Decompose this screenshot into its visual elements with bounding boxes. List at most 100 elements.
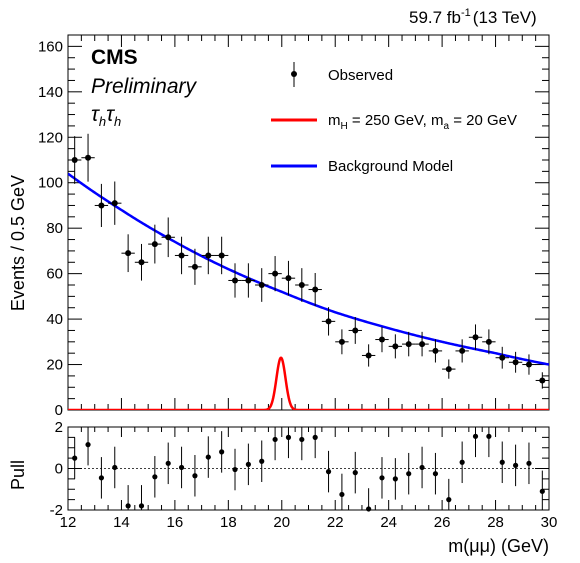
pull-point — [526, 442, 532, 485]
pull-point — [352, 451, 358, 494]
main-y-tick-label: 60 — [46, 266, 63, 283]
main-y-tick-label: 120 — [38, 129, 63, 146]
pull-marker — [112, 464, 118, 471]
observed-marker — [405, 341, 412, 348]
x-tick-label: 28 — [487, 514, 504, 531]
observed-marker — [512, 359, 519, 366]
observed-point — [321, 307, 336, 336]
observed-point — [348, 317, 362, 344]
observed-point — [281, 260, 296, 296]
pull-plot-area — [68, 427, 549, 512]
pull-point — [486, 427, 492, 458]
observed-point — [388, 334, 403, 359]
pull-marker — [406, 471, 412, 477]
observed-marker — [365, 352, 372, 359]
pull-marker — [85, 442, 91, 448]
observed-marker — [85, 154, 92, 161]
pull-marker — [312, 434, 318, 440]
legend-background-label: Background Model — [328, 158, 453, 175]
main-y-tick-label: 40 — [46, 311, 63, 328]
observed-marker — [125, 250, 132, 257]
observed-point — [468, 324, 483, 351]
x-tick-label: 22 — [327, 514, 344, 531]
observed-point — [161, 217, 175, 258]
observed-marker — [485, 338, 492, 345]
main-y-tick-label: 80 — [46, 220, 63, 237]
pull-marker — [339, 491, 345, 498]
pull-point — [112, 446, 118, 489]
pull-marker — [446, 497, 452, 503]
x-tick-label: 20 — [273, 514, 290, 531]
pull-marker — [259, 458, 265, 464]
pull-marker — [392, 476, 398, 482]
pull-marker — [299, 436, 305, 443]
main-axis-ticks: 0 20 40 60 80 100 120 140 160 — [38, 34, 550, 419]
pull-marker — [125, 503, 131, 509]
pull-point — [98, 457, 105, 499]
pull-point — [245, 443, 251, 486]
observed-point — [134, 243, 149, 281]
main-y-tick-label: 160 — [38, 38, 63, 55]
preliminary-label: Preliminary — [91, 75, 198, 98]
main-y-tick-label: 140 — [38, 84, 63, 101]
pull-point — [299, 427, 305, 461]
pull-y-tick-label: 0 — [55, 461, 63, 478]
cms-label: CMS — [91, 46, 138, 69]
observed-point — [188, 248, 202, 285]
observed-point — [335, 329, 349, 355]
observed-point — [455, 339, 469, 363]
pull-y-tick-label: 2 — [55, 419, 63, 436]
pull-marker — [526, 460, 532, 466]
observed-marker — [272, 270, 279, 277]
observed-point — [442, 359, 456, 379]
x-tick-label: 14 — [113, 514, 130, 531]
observed-point — [108, 181, 122, 225]
pull-point — [272, 427, 278, 461]
main-y-tick-label: 20 — [46, 357, 63, 374]
pull-point — [339, 473, 345, 510]
pull-point — [459, 441, 465, 484]
observed-marker — [232, 277, 239, 284]
legend-signal-label: mH = 250 GeV, ma = 20 GeV — [328, 112, 517, 132]
observed-marker — [151, 241, 158, 248]
observed-point — [228, 263, 242, 298]
pull-marker — [512, 462, 519, 468]
pull-point — [165, 442, 171, 485]
observed-point — [375, 326, 389, 353]
observed-point — [241, 263, 256, 298]
pull-point — [232, 448, 238, 491]
x-tick-label: 16 — [167, 514, 184, 531]
pull-marker — [165, 460, 171, 466]
x-tick-label: 12 — [60, 514, 77, 531]
channel-label: τhτh — [91, 103, 121, 129]
pull-point — [406, 452, 412, 495]
pull-point — [219, 431, 225, 473]
pull-marker — [379, 475, 385, 481]
pull-y-axis-label: Pull — [8, 460, 28, 490]
observed-point — [402, 331, 416, 357]
observed-marker — [218, 252, 225, 259]
main-y-tick-label: 0 — [55, 402, 63, 419]
pull-point — [72, 437, 78, 479]
legend: Observed mH = 250 GeV, ma = 20 GeV Backg… — [271, 62, 517, 175]
pull-marker — [352, 470, 358, 476]
pull-point — [472, 427, 479, 458]
observed-marker — [298, 282, 305, 288]
background-model-curve — [68, 172, 549, 366]
observed-point — [308, 272, 322, 307]
observed-marker — [111, 200, 118, 207]
observed-marker — [205, 252, 212, 259]
pull-marker — [366, 506, 372, 512]
observed-marker — [138, 259, 145, 266]
pull-marker — [98, 475, 105, 481]
observed-point — [174, 236, 189, 275]
pull-marker — [219, 449, 225, 455]
observed-point — [94, 183, 109, 228]
observed-point — [121, 234, 135, 273]
observed-point — [428, 339, 443, 363]
observed-marker — [525, 361, 532, 368]
observed-point — [81, 133, 95, 182]
pull-point — [178, 446, 185, 489]
observed-point — [68, 136, 82, 184]
pull-point — [499, 441, 505, 484]
